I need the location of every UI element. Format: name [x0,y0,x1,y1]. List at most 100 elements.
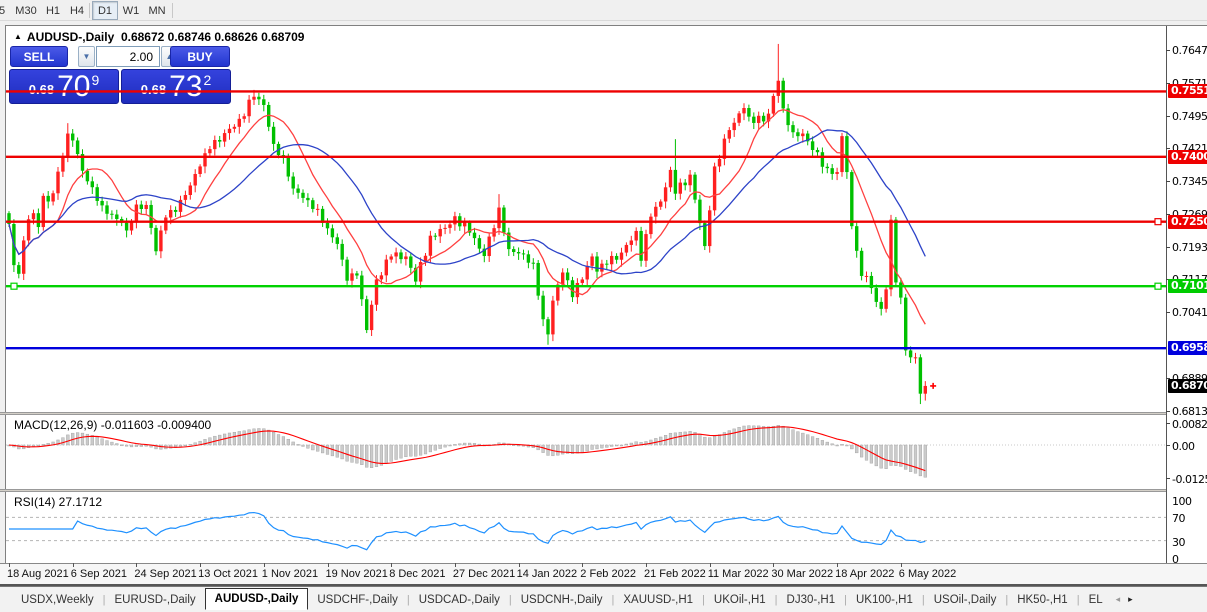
price-tick-mark [1166,50,1170,51]
buy-button[interactable]: BUY [170,46,230,67]
chart-symbol-label: AUDUSD-,Daily [26,30,115,44]
price-tick-mark [1166,180,1170,182]
main-chart-canvas[interactable] [6,26,1166,412]
tab-scroll-left-icon[interactable]: ◂ [1115,594,1121,604]
timeframe-button-5[interactable]: 5 [0,5,6,17]
sell-price-pip: 9 [91,72,100,88]
hline-drag-handle[interactable] [1154,282,1162,290]
tab-xauusd-h1[interactable]: XAUUSD-,H1 [623,593,694,606]
timeframe-toolbar: 5 M30 H1 H4 D1 W1 MN [0,0,1207,21]
tab-separator: | [702,593,705,606]
price-tick-mark [1166,82,1170,84]
volume-decrease-button[interactable]: ▼ [78,46,95,67]
tab-dj30-h1[interactable]: DJ30-,H1 [786,593,836,606]
tab-separator: | [1005,593,1009,606]
tab-el[interactable]: EL [1088,593,1103,606]
date-label: 21 Feb 2022 [644,568,706,580]
macd-axis-tick [1166,423,1170,425]
macd-axis-tick [1166,445,1170,446]
date-label: 13 Oct 2021 [198,568,259,580]
date-label: 24 Sep 2021 [134,568,197,580]
sell-price-box[interactable]: 0.68 70 9 [9,69,119,104]
date-label: 14 Jan 2022 [516,568,578,580]
sell-arrow-marker [930,382,937,389]
price-axis[interactable] [1166,26,1207,563]
timeframe-button-mn[interactable]: MN [148,5,166,17]
buy-price-big: 73 [169,70,203,103]
timeframe-button-w1[interactable]: W1 [122,5,140,17]
date-label: 18 Apr 2022 [835,568,895,580]
chart-ohlc-values: 0.68672 0.68746 0.68626 0.68709 [120,30,305,44]
timeframe-button-h1[interactable]: H1 [45,5,61,17]
panel-splitter[interactable] [0,412,1207,415]
date-label: 8 Dec 2021 [389,568,446,580]
tab-usdx-weekly[interactable]: USDX,Weekly [21,593,94,606]
hline-price-badge: 0.71013 [1168,279,1207,294]
date-label: 27 Dec 2021 [452,568,516,580]
tab-separator: | [508,593,512,606]
tab-hk50-h1[interactable]: HK50-,H1 [1017,593,1068,606]
sell-button[interactable]: SELL [10,46,68,67]
price-tick-mark [1166,378,1170,380]
spinner-down-icon: ▼ [82,52,91,61]
hline-drag-handle[interactable] [10,282,18,290]
date-tick-mark [709,563,711,567]
hline-drag-handle[interactable] [1154,218,1162,226]
tab-ukoil-h1[interactable]: UKOil-,H1 [713,593,766,606]
chart-window-frame [5,25,1207,586]
price-tick-mark [1166,312,1170,314]
hline-price-badge: 0.72504 [1168,214,1207,229]
tab-usdcnh-daily[interactable]: USDCNH-,Daily [520,593,603,606]
chart-title: ▲ AUDUSD-,Daily 0.68672 0.68746 0.68626 0… [14,30,304,44]
sell-price-big: 70 [57,70,91,103]
panel-splitter[interactable] [0,489,1207,492]
tab-scroll-right-icon[interactable]: ▸ [1128,594,1133,604]
rsi-axis-label: 30 [1172,535,1186,549]
timeframe-button-d1[interactable]: D1 [92,1,118,20]
tab-audusd-daily[interactable]: AUDUSD-,Daily [204,587,309,610]
date-label: 18 Aug 2021 [7,568,69,580]
spinner-up-icon: ▲ [166,52,174,61]
tab-usdcad-daily[interactable]: USDCAD-,Daily [418,593,500,606]
date-tick-mark [454,563,456,567]
timeframe-button-h4[interactable]: H4 [69,5,85,17]
time-axis[interactable] [0,563,1207,586]
tab-separator: | [774,593,778,606]
date-tick-mark [773,563,775,567]
macd-axis-label: 0.00 [1172,440,1195,453]
buy-price-box[interactable]: 0.68 73 2 [121,69,231,104]
price-tick-mark [1166,147,1170,149]
sell-price-prefix: 0.68 [28,82,55,97]
date-label: 1 Nov 2021 [261,568,319,580]
tab-separator: | [844,593,847,606]
hline-price-badge: 0.74002 [1168,149,1207,164]
tab-usdchf-daily[interactable]: USDCHF-,Daily [317,593,398,606]
date-tick-mark [582,563,584,567]
rsi-indicator-canvas[interactable] [6,492,1166,562]
price-tick-mark [1166,410,1170,412]
price-tick-mark [1166,213,1170,215]
tab-eurusd-daily[interactable]: EURUSD-,Daily [114,593,196,606]
timeframe-button-m30[interactable]: M30 [15,5,37,17]
date-label: 2 Feb 2022 [580,568,636,580]
tab-uk100-h1[interactable]: UK100-,H1 [855,593,913,606]
toolbar-separator [89,3,90,18]
toolbar-separator [172,3,173,18]
volume-input[interactable] [96,46,160,67]
macd-indicator-canvas[interactable] [6,415,1166,489]
chart-tab-bar: USDX,Weekly | EURUSD-,Daily AUDUSD-,Daily US… [0,586,1207,612]
chart-collapse-icon[interactable]: ▲ [14,32,22,41]
date-tick-mark [72,563,74,567]
date-tick-mark [9,563,10,567]
date-label: 6 May 2022 [898,568,957,580]
price-tick-mark [1166,115,1170,117]
current-price-badge: 0.68709 [1168,378,1207,393]
rsi-axis-label: 70 [1172,512,1186,526]
tab-separator: | [921,593,925,606]
tab-usoil-daily[interactable]: USOil-,Daily [933,593,997,606]
